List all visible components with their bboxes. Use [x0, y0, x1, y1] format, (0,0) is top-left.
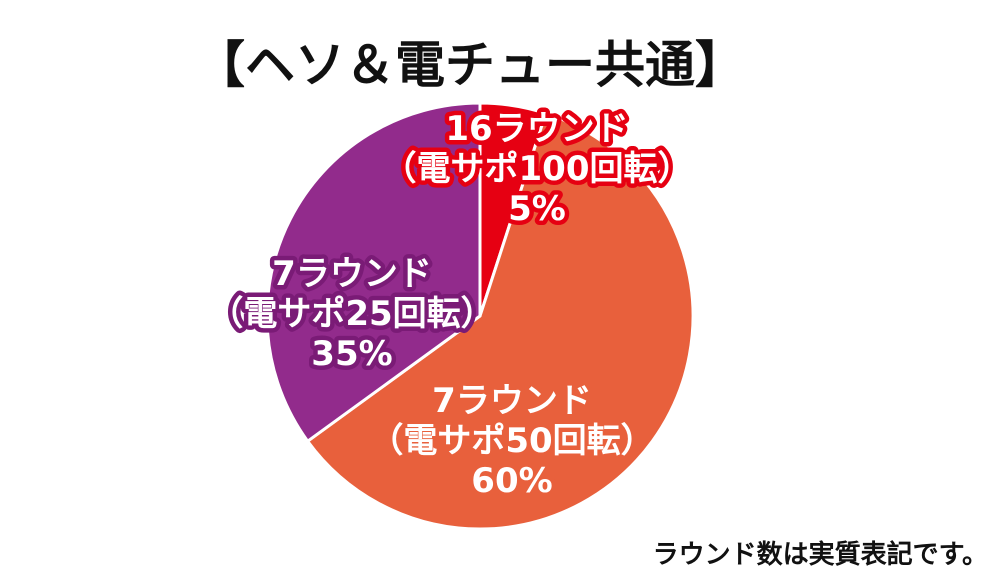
slice-7-rounds-50-label-line-1: 7ラウンド [432, 381, 592, 421]
slice-16-rounds-label-line-1: 16ラウンド [445, 109, 628, 149]
footnote: ラウンド数は実質表記です。 [652, 540, 988, 570]
slice-7-rounds-25-value-label: 35% [311, 334, 392, 374]
slice-16-rounds-value-label: 5% [508, 189, 566, 229]
pie-slices [265, 101, 695, 531]
slice-7-rounds-50-value-label: 60% [471, 461, 552, 501]
slice-16-rounds-label-line-2: （電サポ100回転） [383, 149, 692, 189]
slice-7-rounds-25-label-line-1: 7ラウンド [272, 254, 432, 294]
pie-labels: 16ラウンド（電サポ100回転）5%7ラウンド（電サポ50回転）60%7ラウンド… [205, 105, 696, 506]
slice-7-rounds-25-label-line-2: （電サポ25回転） [209, 294, 494, 334]
chart-title: 【ヘソ＆電チュー共通】 [195, 36, 745, 94]
slice-7-rounds-25 [265, 101, 482, 444]
slice-7-rounds-50-label-line-2: （電サポ50回転） [369, 421, 654, 461]
slice-7-rounds-50 [305, 111, 695, 531]
